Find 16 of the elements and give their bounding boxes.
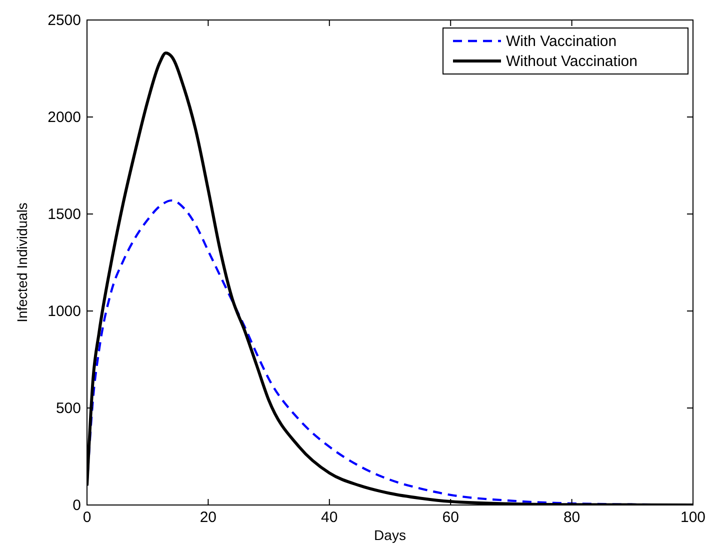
legend-label: Without Vaccination: [506, 53, 638, 70]
x-tick-label: 60: [442, 509, 459, 526]
y-tick-label: 500: [56, 400, 81, 417]
x-tick-label: 20: [200, 509, 217, 526]
y-axis-title: Infected Individuals: [14, 202, 30, 322]
legend-label: With Vaccination: [506, 33, 617, 50]
y-tick-label: 2500: [48, 12, 81, 29]
x-tick-label: 100: [680, 509, 706, 526]
x-tick-label: 80: [563, 509, 580, 526]
x-tick-label: 40: [321, 509, 338, 526]
y-tick-label: 2000: [48, 109, 81, 126]
y-tick-label: 1000: [48, 303, 81, 320]
y-tick-label: 0: [72, 497, 81, 514]
x-tick-label: 0: [82, 509, 92, 526]
y-tick-label: 1500: [48, 206, 81, 223]
x-axis-title: Days: [374, 527, 406, 543]
